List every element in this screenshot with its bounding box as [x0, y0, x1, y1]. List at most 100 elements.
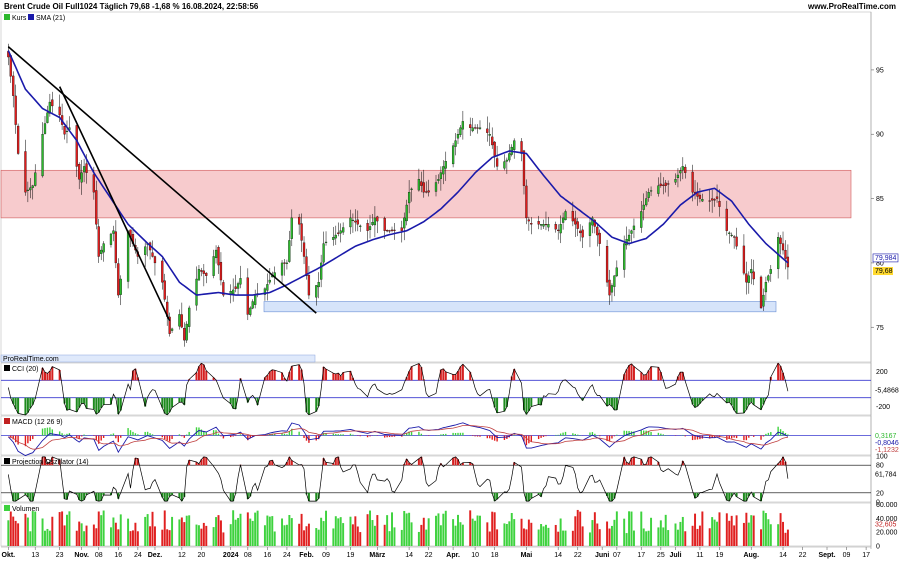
volume-bar — [7, 520, 10, 546]
macd-value-label: -1,1232 — [875, 447, 899, 454]
candle-down — [97, 226, 100, 257]
volume-bar — [471, 518, 474, 546]
candle-up — [368, 226, 372, 230]
candle-down — [708, 200, 711, 202]
x-tick-label: 19 — [347, 552, 355, 559]
volume-bar — [317, 529, 320, 546]
candle-down — [698, 194, 702, 199]
candle-down — [114, 231, 117, 264]
candle-up — [232, 289, 235, 295]
candle-up — [679, 170, 682, 174]
proj-value-label: 61,784 — [875, 471, 897, 478]
y-tick-label: 90 — [876, 132, 884, 139]
volume-tick-label: 40.000 — [876, 516, 898, 523]
last-price-tag — [873, 267, 893, 276]
candle-down — [222, 282, 225, 296]
candle-down — [554, 224, 557, 230]
macd-legend-swatch — [4, 418, 10, 424]
candle-down — [58, 106, 61, 116]
candle-up — [508, 153, 511, 161]
x-tick-label: Feb. — [299, 552, 313, 559]
volume-bar — [48, 530, 51, 546]
candle-down — [420, 181, 423, 186]
candle-up — [29, 187, 32, 191]
volume-bar — [202, 522, 205, 546]
candle-down — [557, 229, 560, 231]
volume-bar — [454, 525, 457, 546]
volume-bar — [232, 510, 235, 546]
volume-bar — [388, 531, 391, 546]
volume-bar — [144, 516, 147, 546]
volume-bar — [488, 531, 491, 546]
candle-down — [390, 229, 394, 231]
candle-up — [488, 134, 491, 136]
volume-bar — [63, 525, 66, 546]
candle-up — [144, 246, 147, 255]
x-tick-label: 2024 — [223, 552, 239, 559]
candle-up — [444, 161, 447, 169]
candle-down — [153, 256, 157, 264]
candle-up — [41, 134, 44, 177]
x-tick-label: Aug. — [743, 552, 759, 559]
candle-up — [373, 217, 377, 226]
candle-up — [197, 269, 201, 281]
volume-bar — [645, 531, 648, 546]
volume-bar — [288, 514, 291, 546]
volume-bar — [733, 525, 736, 546]
volume-bar — [266, 515, 269, 546]
volume-bar — [542, 526, 545, 546]
volume-bar — [760, 529, 763, 546]
candle-up — [249, 307, 252, 315]
candle-up — [112, 230, 115, 234]
candle-up — [454, 140, 457, 147]
candle-up — [351, 219, 355, 222]
candle-down — [530, 223, 533, 225]
x-tick-label: 24 — [134, 552, 142, 559]
volume-bar — [725, 513, 728, 546]
x-tick-label: Juli — [669, 552, 681, 559]
volume-tick-label: 20.000 — [876, 530, 898, 537]
volume-bar — [718, 512, 721, 546]
candle-up — [349, 217, 352, 228]
volume-bar — [300, 513, 303, 546]
candle-down — [383, 218, 386, 231]
volume-bar — [339, 517, 342, 546]
candle-down — [537, 221, 540, 225]
candle-up — [439, 172, 443, 179]
candle-down — [495, 158, 499, 167]
cci-value-label: -5,4868 — [875, 387, 899, 394]
volume-bar — [163, 510, 166, 546]
volume-bar — [290, 518, 293, 546]
volume-bar — [657, 527, 660, 546]
candle-down — [781, 243, 785, 251]
volume-bar — [684, 531, 687, 546]
volume-bar — [769, 524, 772, 546]
volume-bar — [17, 523, 20, 546]
volume-bar — [420, 524, 423, 546]
candle-down — [117, 263, 120, 296]
volume-bar — [608, 528, 611, 546]
candle-up — [342, 227, 345, 233]
x-tick-label: 22 — [574, 552, 582, 559]
x-tick-label: 25 — [657, 552, 665, 559]
volume-bar — [747, 522, 750, 546]
candle-up — [642, 204, 645, 210]
legend-sma-swatch — [28, 14, 34, 20]
volume-bar — [78, 521, 81, 546]
volume-bar — [146, 514, 149, 546]
proj-line — [7, 456, 789, 502]
volume-bar — [9, 511, 12, 546]
volume-bar — [711, 517, 714, 546]
candle-up — [34, 172, 37, 186]
y-tick-label: 75 — [876, 325, 884, 332]
candle-down — [576, 221, 579, 229]
candle-up — [681, 166, 684, 171]
volume-bar — [696, 528, 699, 546]
volume-bar — [750, 515, 753, 546]
y-tick-label: 80 — [876, 260, 884, 267]
candle-up — [442, 166, 445, 175]
sma-line — [7, 50, 789, 296]
volume-bar — [425, 529, 428, 546]
candle-up — [478, 127, 482, 129]
